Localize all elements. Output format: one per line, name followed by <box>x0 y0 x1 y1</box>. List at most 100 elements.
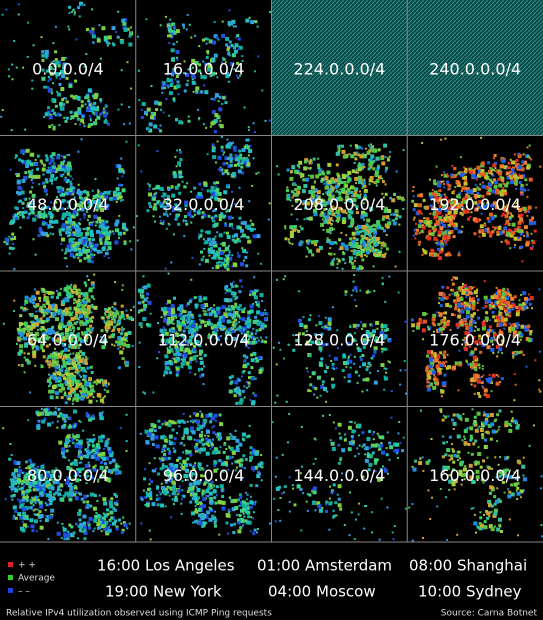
pixel-block <box>12 236 17 240</box>
pixel-speck <box>68 28 71 31</box>
pixel-block <box>49 154 53 158</box>
pixel-block <box>148 122 153 127</box>
pixel-block <box>226 319 231 324</box>
pixel-block <box>122 231 126 235</box>
pixel-block <box>120 195 123 198</box>
pixel-block <box>236 61 240 65</box>
pixel-block <box>320 222 325 227</box>
pixel-block <box>464 331 469 336</box>
pixel-block <box>167 317 171 320</box>
pixel-block <box>231 375 234 378</box>
pixel-block <box>173 174 178 179</box>
pixel-block <box>52 82 54 85</box>
pixel-block <box>525 183 528 186</box>
pixel-speck <box>2 322 5 325</box>
pixel-block <box>22 210 26 214</box>
pixel-block <box>82 300 86 304</box>
pixel-block <box>238 45 243 50</box>
pixel-block <box>332 205 335 208</box>
pixel-block <box>83 361 87 365</box>
pixel-block <box>499 306 504 311</box>
pixel-block <box>122 222 126 227</box>
pixel-block <box>354 144 358 148</box>
pixel-block <box>340 210 343 213</box>
pixel-block <box>304 160 307 163</box>
pixel-block <box>319 394 322 397</box>
pixel-block <box>202 309 205 312</box>
pixel-block <box>245 381 248 383</box>
pixel-block <box>386 158 390 162</box>
pixel-block <box>524 211 527 214</box>
pixel-block <box>513 323 516 326</box>
pixel-block <box>61 342 64 345</box>
pixel-block <box>88 288 93 293</box>
pixel-block <box>353 355 356 358</box>
pixel-speck <box>479 218 482 221</box>
pixel-block <box>57 383 61 387</box>
pixel-block <box>504 208 509 213</box>
pixel-block <box>418 219 421 222</box>
pixel-block <box>73 298 77 302</box>
pixel-block <box>392 212 396 216</box>
pixel-block <box>520 176 523 179</box>
pixel-block <box>313 393 316 396</box>
pixel-block <box>375 321 380 325</box>
pixel-block <box>69 233 72 236</box>
pixel-block <box>359 321 362 324</box>
pixel-block <box>518 181 522 184</box>
pixel-block <box>74 321 78 325</box>
pixel-block <box>67 290 69 293</box>
pixel-block <box>23 343 28 348</box>
pixel-block <box>71 361 76 366</box>
pixel-block <box>74 113 79 118</box>
pixel-block <box>488 304 492 307</box>
pixel-block <box>330 186 335 191</box>
pixel-speck <box>150 85 153 87</box>
pixel-block <box>486 217 490 220</box>
pixel-speck <box>398 250 401 253</box>
pixel-block <box>155 184 160 189</box>
pixel-block <box>92 200 97 204</box>
pixel-block <box>69 374 74 379</box>
pixel-block <box>256 359 260 363</box>
pixel-block <box>75 233 80 238</box>
pixel-block <box>362 152 365 155</box>
pixel-speck <box>50 72 53 75</box>
pixel-block <box>345 234 348 237</box>
pixel-block <box>23 352 26 355</box>
pixel-speck <box>539 165 542 168</box>
pixel-block <box>51 220 55 224</box>
pixel-block <box>502 287 506 291</box>
pixel-block <box>236 162 240 166</box>
pixel-block <box>473 384 477 388</box>
pixel-block <box>44 305 47 308</box>
pixel-block <box>493 214 497 218</box>
pixel-speck <box>209 74 212 77</box>
pixel-block <box>221 33 226 38</box>
pixel-block <box>508 217 512 221</box>
pixel-block <box>528 210 530 213</box>
pixel-block <box>232 280 235 283</box>
pixel-block <box>380 247 383 250</box>
pixel-speck <box>383 388 386 391</box>
pixel-block <box>226 259 228 262</box>
pixel-block <box>17 191 22 196</box>
pixel-block <box>356 243 359 246</box>
pixel-block <box>125 314 129 317</box>
pixel-block <box>298 160 303 165</box>
pixel-block <box>394 217 398 221</box>
pixel-block <box>473 329 476 332</box>
pixel-block <box>374 339 378 343</box>
pixel-block <box>476 205 480 209</box>
pixel-block <box>384 170 387 173</box>
pixel-block <box>66 229 69 232</box>
pixel-block <box>454 199 459 204</box>
pixel-block <box>397 195 402 200</box>
pixel-block <box>358 154 361 156</box>
pixel-block <box>327 180 332 184</box>
pixel-block <box>490 189 495 194</box>
pixel-block <box>497 375 500 378</box>
pixel-block <box>32 174 37 179</box>
pixel-block <box>432 228 436 232</box>
pixel-block <box>223 214 227 218</box>
